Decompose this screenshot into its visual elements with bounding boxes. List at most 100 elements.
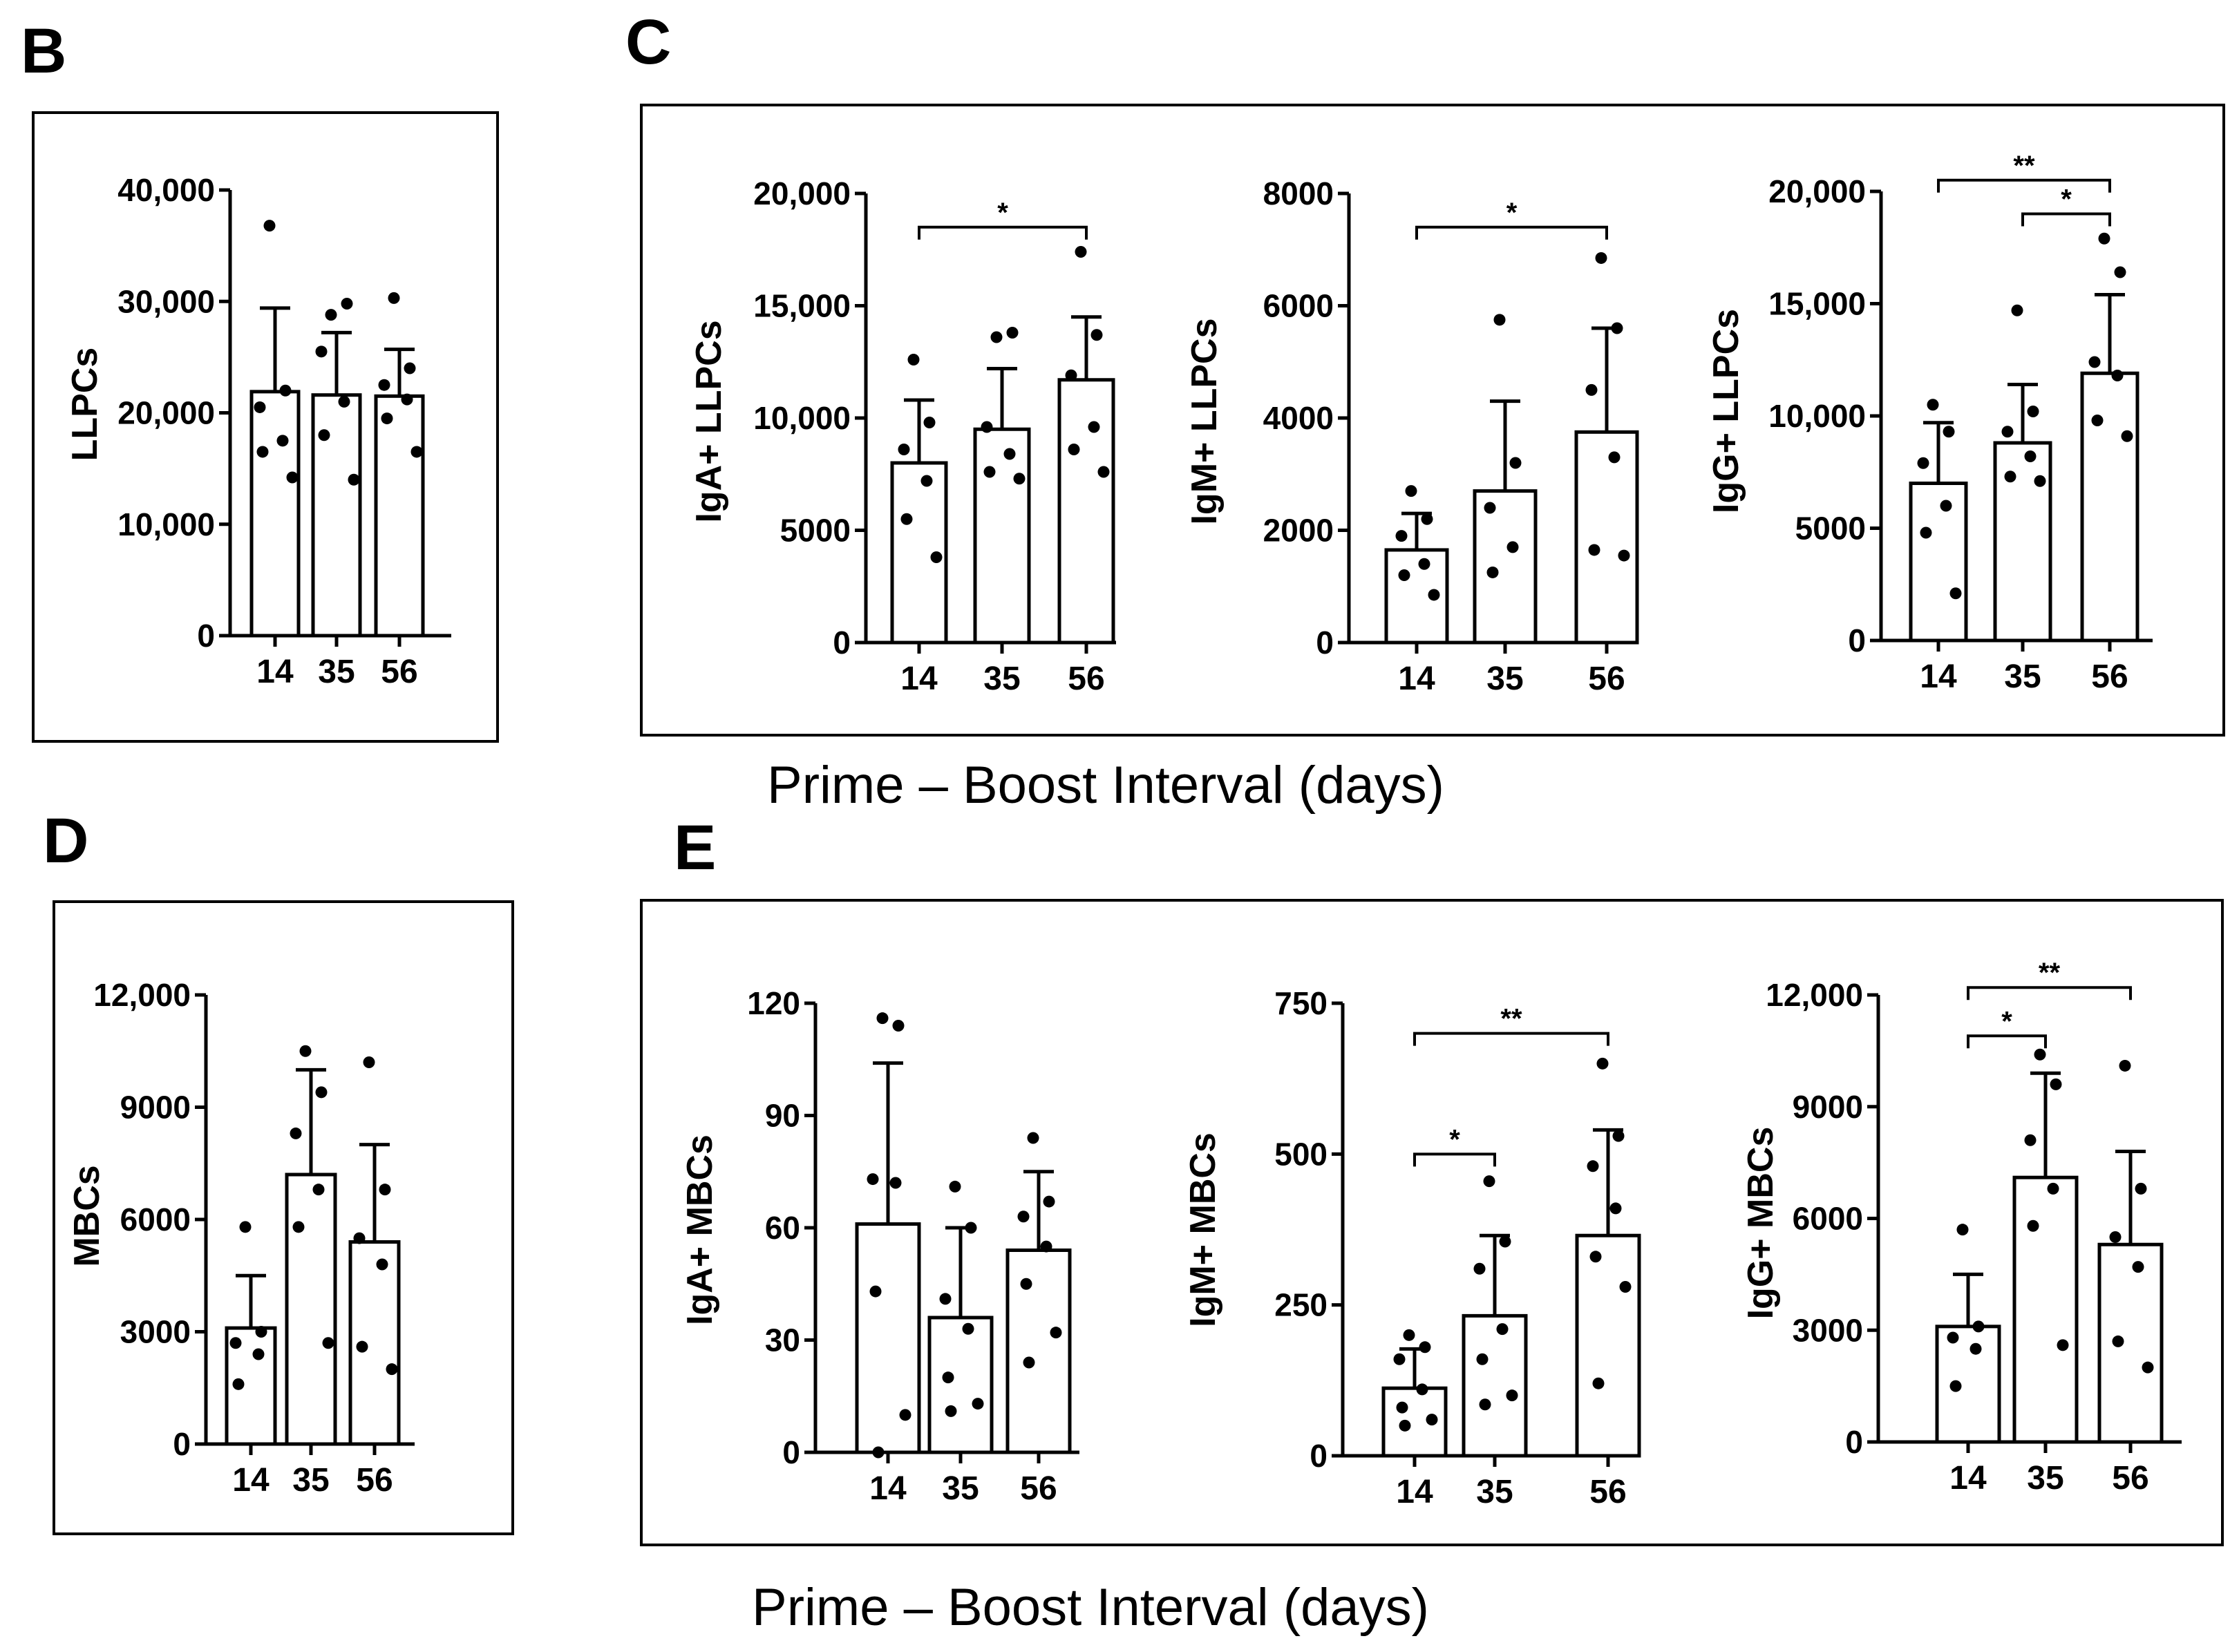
bar [1005, 1249, 1072, 1454]
significance-label: ** [2013, 151, 2035, 181]
data-point [232, 1378, 245, 1390]
y-axis-label: IgA+ LLPCs [689, 320, 729, 522]
y-tick-label: 0 [197, 618, 215, 654]
data-point [1426, 1414, 1438, 1426]
data-point [1596, 1057, 1609, 1070]
data-point [899, 1409, 911, 1421]
y-tick-label: 20,000 [117, 395, 215, 431]
y-tick-label: 10,000 [753, 400, 851, 436]
y-tick-label: 0 [1848, 623, 1866, 658]
data-point [2024, 450, 2037, 462]
data-point [2057, 1339, 2069, 1351]
data-point [1956, 1224, 1969, 1236]
data-point [410, 446, 423, 458]
y-tick-label: 5000 [1795, 511, 1866, 547]
data-point [376, 1258, 388, 1271]
data-point [1496, 1323, 1509, 1336]
data-point [1949, 587, 1962, 600]
data-point [1917, 457, 1929, 469]
data-point [1419, 1341, 1431, 1354]
data-point [254, 401, 266, 413]
data-point [1043, 1195, 1055, 1208]
x-tick-label: 14 [900, 661, 938, 697]
data-point [2135, 1182, 2147, 1195]
y-tick-label: 40,000 [117, 172, 215, 208]
data-point [2047, 1182, 2059, 1195]
y-tick-label: 0 [782, 1434, 800, 1470]
y-tick-label: 8000 [1263, 175, 1334, 211]
significance-label: ** [2039, 958, 2061, 988]
y-tick-label: 2000 [1263, 513, 1334, 549]
y-axis-label: IgM+ MBCs [1183, 1132, 1223, 1327]
data-point [1396, 1401, 1408, 1414]
data-point [2121, 430, 2133, 442]
data-point [1940, 500, 1952, 512]
panel-e-frame [640, 899, 2224, 1546]
panel-letter-e: E [674, 813, 716, 883]
significance-bracket [918, 225, 1088, 240]
data-point [1476, 1353, 1489, 1365]
data-point [1592, 1377, 1605, 1389]
data-point [2034, 1048, 2046, 1061]
data-point [338, 395, 350, 408]
x-tick-label: 56 [2091, 658, 2128, 695]
data-point [1393, 1353, 1406, 1365]
data-point [286, 471, 299, 484]
data-point [1509, 457, 1522, 469]
y-tick-label: 20,000 [1768, 173, 1866, 209]
data-point [1943, 426, 1955, 438]
data-point [872, 1446, 885, 1459]
data-point [381, 412, 393, 425]
chart-d-mbcs: 0 3000 6000 9000 12,000 MBCs 14 35 56 [67, 977, 415, 1499]
significance-label: * [1506, 198, 1518, 228]
bar [1935, 1325, 2001, 1444]
data-point [1027, 1132, 1039, 1144]
data-point [239, 1221, 252, 1233]
x-axis-title-top: Prime – Boost Interval (days) [767, 756, 1444, 815]
y-tick-label: 0 [1316, 625, 1334, 661]
panel-c-frame [640, 104, 2225, 737]
chart-b-llpcs: 0 10,000 20,000 30,000 40,000 LLPCs 14 35 56 [65, 172, 451, 690]
data-point [1588, 544, 1600, 556]
y-tick-label: 3000 [120, 1314, 191, 1350]
panel-letter-d: D [43, 806, 88, 876]
x-tick-label: 56 [356, 1462, 393, 1499]
bar [927, 1316, 994, 1454]
y-tick-label: 6000 [1793, 1201, 1863, 1237]
significance-label: ** [1500, 1004, 1522, 1034]
data-point [353, 1232, 366, 1244]
data-point [2142, 1361, 2154, 1374]
y-tick-label: 0 [173, 1426, 191, 1462]
data-point [1493, 314, 1506, 326]
data-point [1003, 448, 1016, 460]
panel-letter-b: B [21, 16, 66, 86]
y-axis-label: IgG+ LLPCs [1706, 309, 1746, 513]
data-point [1088, 421, 1100, 433]
data-point [2098, 232, 2110, 245]
data-point [1969, 1342, 1982, 1355]
x-tick-label: 35 [2004, 658, 2041, 695]
y-tick-label: 12,000 [1766, 977, 1863, 1013]
significance-bracket [1937, 178, 2111, 193]
data-point [312, 1184, 325, 1196]
data-point [348, 473, 360, 486]
data-point [923, 417, 936, 428]
data-point [1020, 1278, 1032, 1290]
x-tick-label: 14 [1920, 658, 1957, 695]
panel-d-frame [53, 900, 514, 1535]
y-tick-label: 120 [747, 985, 800, 1021]
data-point [290, 1127, 302, 1139]
data-point [2004, 471, 2016, 483]
bar [1993, 441, 2052, 643]
data-point [1499, 1235, 1511, 1248]
data-point [1418, 558, 1430, 570]
data-point [388, 292, 400, 304]
bar [2012, 1175, 2079, 1444]
x-tick-label: 56 [1588, 661, 1625, 697]
y-tick-label: 5000 [780, 513, 851, 549]
data-point [299, 1045, 312, 1057]
chart-c-igg-llpcs: 0 5000 10,000 15,000 20,000 IgG+ LLPCs 14 35 56 *… [1706, 151, 2153, 695]
x-axis-title-bottom: Prime – Boost Interval (days) [752, 1578, 1429, 1637]
data-point [1399, 1419, 1411, 1432]
